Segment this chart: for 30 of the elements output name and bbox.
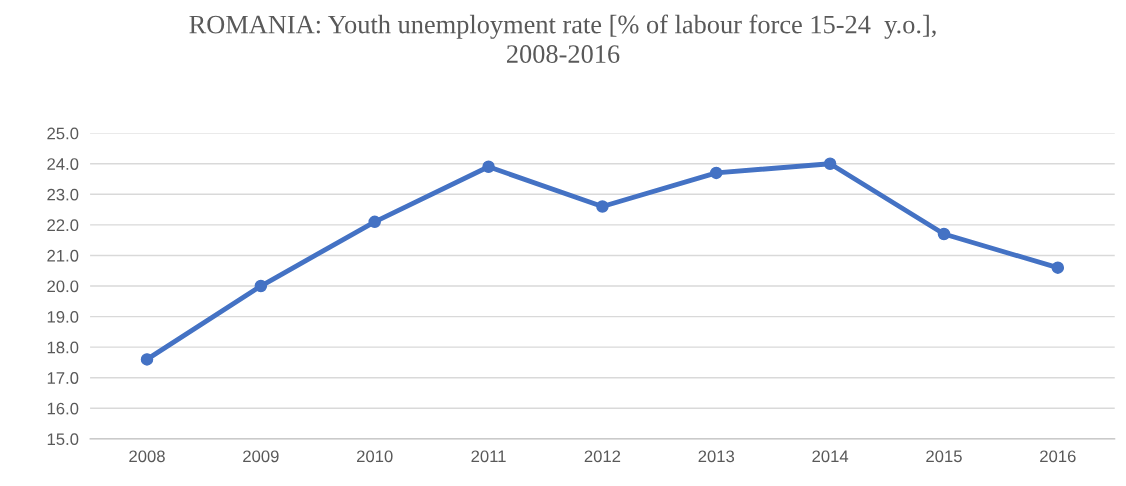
y-tick-label: 23.0 <box>47 188 79 201</box>
y-tick-label: 15.0 <box>47 433 79 446</box>
x-tick-label: 2011 <box>471 450 506 463</box>
y-tick-label: 20.0 <box>47 280 79 293</box>
x-tick-label: 2012 <box>584 450 621 463</box>
point <box>368 215 381 229</box>
point <box>596 200 609 213</box>
y-tick-label: 19.0 <box>47 310 79 323</box>
x-tick-label: 2013 <box>698 450 735 463</box>
point <box>1051 261 1065 274</box>
point <box>482 160 495 174</box>
x-tick-label: 2010 <box>357 450 393 463</box>
x-tick-label: 2009 <box>243 450 279 463</box>
point <box>937 227 951 241</box>
y-tick-label: 24.0 <box>47 158 79 170</box>
x-tick-label: 2008 <box>129 450 165 463</box>
y-tick-label: 18.0 <box>47 341 79 354</box>
point <box>140 353 154 366</box>
point <box>254 279 268 293</box>
y-tick-label: 22.0 <box>47 219 79 232</box>
x-tick-label: 2014 <box>812 450 849 463</box>
x-tick-label: 2016 <box>1040 450 1076 463</box>
y-tick-label: 17.0 <box>47 372 79 384</box>
x-tick-label: 2015 <box>926 450 962 463</box>
point <box>710 166 723 180</box>
chart-title: ROMANIA: Youth unemployment rate [% of labour force 15-24 y.o.], 2008-2016 <box>189 14 936 63</box>
point <box>823 157 837 170</box>
y-tick-label: 21.0 <box>47 249 79 262</box>
y-tick-label: 16.0 <box>47 402 79 415</box>
y-tick-label: 25.0 <box>47 127 79 140</box>
